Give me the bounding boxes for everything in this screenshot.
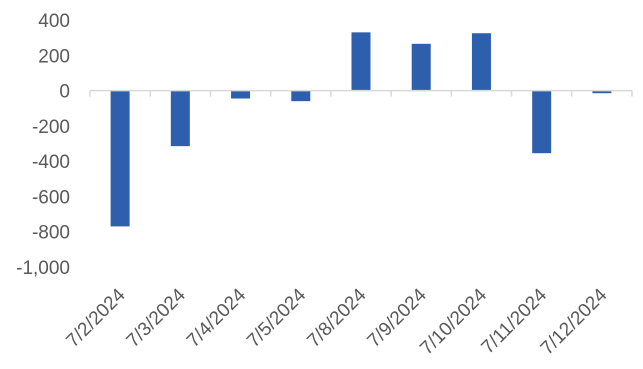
bar-7-12-2024	[592, 90, 612, 94]
x-tick-label: 7/8/2024	[303, 284, 370, 351]
bar-7-11-2024	[532, 90, 552, 154]
bar-series	[110, 32, 612, 227]
x-axis-tick-labels: 7/2/20247/3/20247/4/20247/5/20247/8/2024…	[62, 284, 611, 359]
y-tick-label: -800	[32, 223, 70, 244]
bar-7-9-2024	[411, 43, 431, 91]
y-tick-label: -400	[32, 152, 70, 173]
bar-7-3-2024	[170, 90, 190, 147]
zero-baseline-group	[89, 89, 633, 97]
x-tick-label: 7/10/2024	[416, 284, 491, 359]
y-tick-label: -200	[32, 117, 70, 138]
x-tick-label: 7/2/2024	[62, 284, 129, 351]
y-tick-label: 400	[38, 11, 70, 32]
bar-7-4-2024	[231, 90, 251, 99]
y-tick-label: 200	[38, 46, 70, 67]
bar-7-10-2024	[471, 33, 491, 91]
x-tick-label: 7/4/2024	[183, 284, 250, 351]
y-tick-label: -600	[32, 187, 70, 208]
y-tick-label: -1,000	[16, 258, 70, 279]
bar-7-5-2024	[291, 90, 311, 102]
y-tick-label: 0	[59, 82, 70, 103]
bar-7-8-2024	[351, 32, 371, 91]
x-tick-label: 7/3/2024	[123, 284, 190, 351]
bar-7-2-2024	[110, 90, 130, 227]
x-tick-label: 7/12/2024	[537, 284, 612, 359]
x-tick-label: 7/5/2024	[243, 284, 310, 351]
y-axis-tick-labels: 400 200 0 -200 -400 -600 -800 -1,000	[16, 11, 70, 279]
